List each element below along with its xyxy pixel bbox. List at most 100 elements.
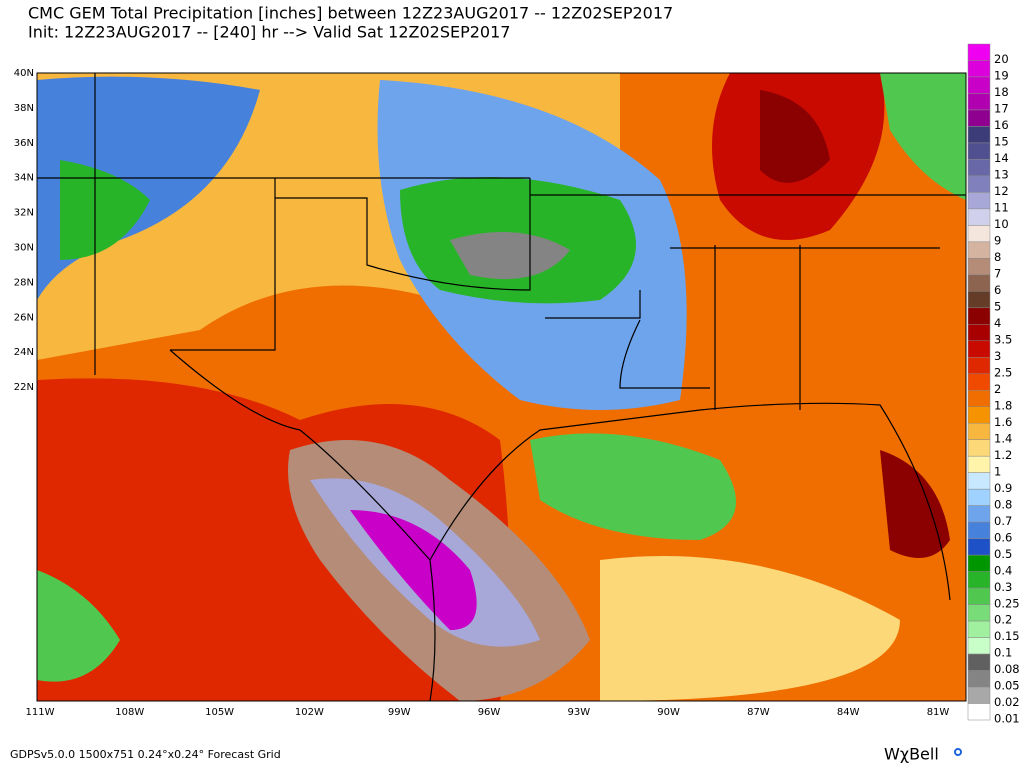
legend-swatch xyxy=(967,373,991,391)
legend-swatch xyxy=(967,571,991,589)
legend-swatch xyxy=(967,604,991,622)
legend-swatch xyxy=(967,324,991,342)
legend-label: 0.8 xyxy=(994,497,1012,511)
legend-label: 0.4 xyxy=(994,563,1012,577)
subtitle: Init: 12Z23AUG2017 -- [240] hr --> Valid… xyxy=(28,23,510,42)
map xyxy=(36,72,967,702)
lat-label: 40N xyxy=(14,68,34,79)
legend-label: 6 xyxy=(994,283,1001,297)
legend-label: 0.5 xyxy=(994,547,1012,561)
legend-label: 10 xyxy=(994,217,1009,231)
legend-label: 0.2 xyxy=(994,613,1012,627)
legend-swatch xyxy=(967,538,991,556)
lon-label: 93W xyxy=(567,707,590,718)
precip-area xyxy=(880,73,966,200)
lat-label: 32N xyxy=(14,208,34,219)
legend-label: 0.9 xyxy=(994,481,1012,495)
legend-swatch xyxy=(967,488,991,506)
legend-label: 16 xyxy=(994,118,1009,132)
legend-swatch xyxy=(967,472,991,490)
legend-label: 1.4 xyxy=(994,431,1012,445)
legend-swatch xyxy=(967,274,991,292)
logo: WχBell xyxy=(884,745,939,764)
precip-area xyxy=(60,160,150,260)
lon-label: 96W xyxy=(478,707,501,718)
legend-label: 3 xyxy=(994,349,1001,363)
lon-label: 87W xyxy=(747,707,770,718)
legend-label: 2 xyxy=(994,382,1001,396)
precip-area xyxy=(530,433,736,540)
legend-label: 13 xyxy=(994,168,1009,182)
lon-label: 111W xyxy=(26,707,55,718)
legend-label: 1.6 xyxy=(994,415,1012,429)
legend-label: 7 xyxy=(994,267,1001,281)
legend-swatch xyxy=(967,340,991,358)
legend-label: 0.7 xyxy=(994,514,1012,528)
title: CMC GEM Total Precipitation [inches] bet… xyxy=(28,4,673,23)
legend-swatch xyxy=(967,60,991,78)
legend-swatch xyxy=(967,241,991,259)
legend-swatch xyxy=(967,637,991,655)
precip-area xyxy=(760,90,830,183)
legend-swatch xyxy=(967,159,991,177)
legend-label: 5 xyxy=(994,299,1001,313)
legend-swatch xyxy=(967,76,991,94)
lat-label: 30N xyxy=(14,243,34,254)
legend-label: 3.5 xyxy=(994,332,1012,346)
legend-swatch xyxy=(967,225,991,243)
legend-swatch xyxy=(967,587,991,605)
lat-label: 28N xyxy=(14,277,34,288)
legend-label: 8 xyxy=(994,250,1001,264)
legend-label: 0.1 xyxy=(994,646,1012,660)
legend-label: 1.2 xyxy=(994,448,1012,462)
precip-area xyxy=(37,570,120,682)
lon-label: 105W xyxy=(205,707,234,718)
legend-swatch xyxy=(967,93,991,111)
map-frame xyxy=(36,72,967,702)
legend-label: 11 xyxy=(994,201,1009,215)
legend-label: 0.3 xyxy=(994,580,1012,594)
legend-swatch xyxy=(967,43,991,61)
lat-label: 36N xyxy=(14,138,34,149)
legend-label: 0.08 xyxy=(994,662,1020,676)
lon-label: 102W xyxy=(295,707,324,718)
legend-swatch xyxy=(967,406,991,424)
legend-swatch xyxy=(967,208,991,226)
legend-label: 12 xyxy=(994,184,1009,198)
state-lines xyxy=(37,73,966,701)
legend-label: 14 xyxy=(994,151,1009,165)
lon-label: 108W xyxy=(115,707,144,718)
legend-label: 2.5 xyxy=(994,365,1012,379)
grid-info: GDPSv5.0.0 1500x751 0.24°x0.24° Forecast… xyxy=(10,748,281,761)
lat-label: 38N xyxy=(14,103,34,114)
legend-label: 0.6 xyxy=(994,530,1012,544)
legend-label: 0.02 xyxy=(994,695,1020,709)
lat-label: 22N xyxy=(14,382,34,393)
lon-label: 90W xyxy=(657,707,680,718)
precip-area xyxy=(450,232,570,280)
legend-label: 0.01 xyxy=(994,712,1020,726)
legend-swatch xyxy=(967,703,991,721)
legend-swatch xyxy=(967,554,991,572)
legend-label: 15 xyxy=(994,135,1009,149)
legend-swatch xyxy=(967,175,991,193)
lat-label: 24N xyxy=(14,347,34,358)
legend-swatch xyxy=(967,357,991,375)
legend-label: 1.8 xyxy=(994,398,1012,412)
legend-swatch xyxy=(967,455,991,473)
legend-label: 19 xyxy=(994,69,1009,83)
legend-swatch xyxy=(967,670,991,688)
legend-swatch xyxy=(967,653,991,671)
lon-label: 84W xyxy=(837,707,860,718)
legend-swatch xyxy=(967,109,991,127)
legend-swatch xyxy=(967,192,991,210)
legend-swatch xyxy=(967,686,991,704)
precip-area xyxy=(600,556,900,701)
precip-area xyxy=(350,510,477,630)
legend-swatch xyxy=(967,521,991,539)
lat-label: 26N xyxy=(14,312,34,323)
logo-dot xyxy=(954,748,962,756)
legend-label: 0.15 xyxy=(994,629,1020,643)
legend-label: 4 xyxy=(994,316,1001,330)
